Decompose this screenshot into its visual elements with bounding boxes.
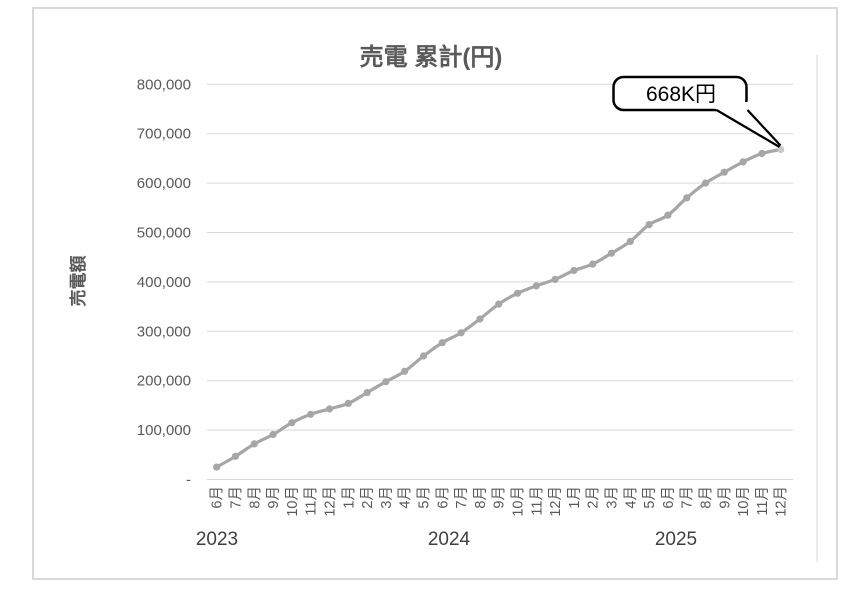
data-point-marker bbox=[758, 149, 766, 158]
data-point-marker bbox=[325, 405, 334, 413]
x-tick-label: 10月 bbox=[511, 486, 527, 517]
data-point-marker bbox=[513, 289, 522, 297]
data-point-marker bbox=[739, 158, 747, 166]
x-axis-month-labels: 6月 7月 8月 9月 10月 11月 12月 1月 2月 3月 4月 5月 6月 7月 8月 9月 10月 11… bbox=[210, 486, 790, 517]
data-point-marker bbox=[382, 378, 390, 386]
data-label-callout[interactable]: 668K円 bbox=[612, 75, 782, 148]
data-point-marker bbox=[589, 260, 597, 268]
data-point-marker bbox=[532, 282, 540, 290]
data-point-marker bbox=[664, 211, 672, 219]
data-point-marker bbox=[438, 339, 446, 347]
data-point-marker bbox=[495, 300, 503, 308]
data-point-marker bbox=[457, 329, 465, 337]
x-tick-label: 11月 bbox=[304, 486, 320, 516]
callout-tail-right-edge bbox=[746, 109, 782, 147]
y-tick-label: 200,000 bbox=[137, 373, 191, 390]
x-tick-label: 12月 bbox=[548, 486, 564, 517]
year-label: 2024 bbox=[428, 529, 471, 550]
data-point-marker bbox=[401, 367, 409, 375]
x-tick-label: 11月 bbox=[755, 486, 771, 516]
x-tick-label: 6月 bbox=[435, 486, 451, 509]
x-tick-label: 2月 bbox=[586, 486, 602, 509]
x-tick-label: 8月 bbox=[699, 486, 715, 509]
gridlines bbox=[207, 55, 818, 562]
data-point-marker bbox=[269, 430, 277, 439]
x-tick-label: 3月 bbox=[379, 486, 395, 509]
x-tick-label: 10月 bbox=[285, 486, 301, 517]
data-point-marker bbox=[213, 463, 221, 471]
x-tick-label: 1月 bbox=[341, 486, 357, 509]
y-axis-tick-labels: - 100,000 200,000 300,000 400,000 500,000 600,… bbox=[137, 76, 191, 488]
y-tick-label: 400,000 bbox=[137, 274, 191, 291]
data-point-marker bbox=[307, 410, 315, 418]
year-label: 2025 bbox=[655, 529, 697, 550]
series-line bbox=[215, 147, 783, 469]
data-point-marker bbox=[570, 266, 578, 275]
x-tick-label: 7月 bbox=[680, 486, 696, 509]
x-tick-label: 9月 bbox=[266, 486, 282, 509]
x-tick-label: 10月 bbox=[736, 486, 752, 517]
x-axis-year-labels: 2023 2024 2025 bbox=[196, 529, 697, 550]
data-point-marker bbox=[363, 389, 371, 397]
x-tick-label: 6月 bbox=[661, 486, 677, 509]
data-point-marker bbox=[288, 419, 296, 427]
y-tick-label: 700,000 bbox=[137, 126, 191, 143]
data-point-marker bbox=[626, 237, 634, 245]
x-tick-label: 8月 bbox=[473, 486, 489, 509]
data-point-marker bbox=[683, 194, 691, 202]
x-tick-label: 3月 bbox=[605, 486, 621, 509]
y-tick-label: 100,000 bbox=[137, 422, 191, 439]
x-tick-label: 4月 bbox=[398, 486, 414, 509]
year-label: 2023 bbox=[196, 529, 238, 550]
y-tick-label: 600,000 bbox=[137, 175, 191, 192]
x-tick-label: 6月 bbox=[210, 486, 226, 509]
x-tick-label: 1月 bbox=[567, 486, 583, 509]
data-point-marker bbox=[419, 352, 428, 360]
x-tick-label: 9月 bbox=[492, 486, 508, 509]
callout-box bbox=[612, 75, 748, 112]
x-tick-label: 11月 bbox=[529, 486, 545, 516]
data-point-marker bbox=[231, 452, 240, 460]
data-point-marker bbox=[645, 221, 653, 229]
data-point-marker bbox=[344, 399, 352, 407]
data-point-marker bbox=[250, 440, 258, 448]
y-tick-label: 500,000 bbox=[137, 225, 191, 242]
y-tick-label: - bbox=[186, 472, 191, 489]
x-tick-label: 9月 bbox=[717, 486, 733, 509]
data-point-marker bbox=[701, 179, 710, 187]
chart-title: 売電 累計(円) bbox=[360, 43, 503, 71]
data-point-marker bbox=[607, 249, 616, 257]
x-tick-label: 12月 bbox=[774, 486, 790, 517]
x-tick-label: 8月 bbox=[247, 486, 263, 509]
data-point-marker bbox=[720, 168, 728, 176]
x-tick-label: 7月 bbox=[454, 486, 470, 509]
x-tick-label: 4月 bbox=[623, 486, 639, 509]
data-point-marker bbox=[551, 275, 559, 283]
callout-tail-left-edge bbox=[715, 109, 781, 148]
x-tick-label: 5月 bbox=[417, 486, 433, 509]
y-tick-label: 800,000 bbox=[137, 76, 191, 93]
x-tick-label: 2月 bbox=[360, 486, 376, 509]
y-tick-label: 300,000 bbox=[137, 323, 191, 340]
callout-value-label: 668K円 bbox=[646, 83, 716, 106]
x-tick-label: 12月 bbox=[323, 486, 339, 517]
x-tick-label: 5月 bbox=[642, 486, 658, 509]
x-tick-label: 7月 bbox=[229, 486, 245, 509]
y-axis-title: 売電額 bbox=[68, 256, 88, 307]
data-point-markers bbox=[213, 145, 785, 471]
data-point-marker bbox=[476, 315, 484, 323]
